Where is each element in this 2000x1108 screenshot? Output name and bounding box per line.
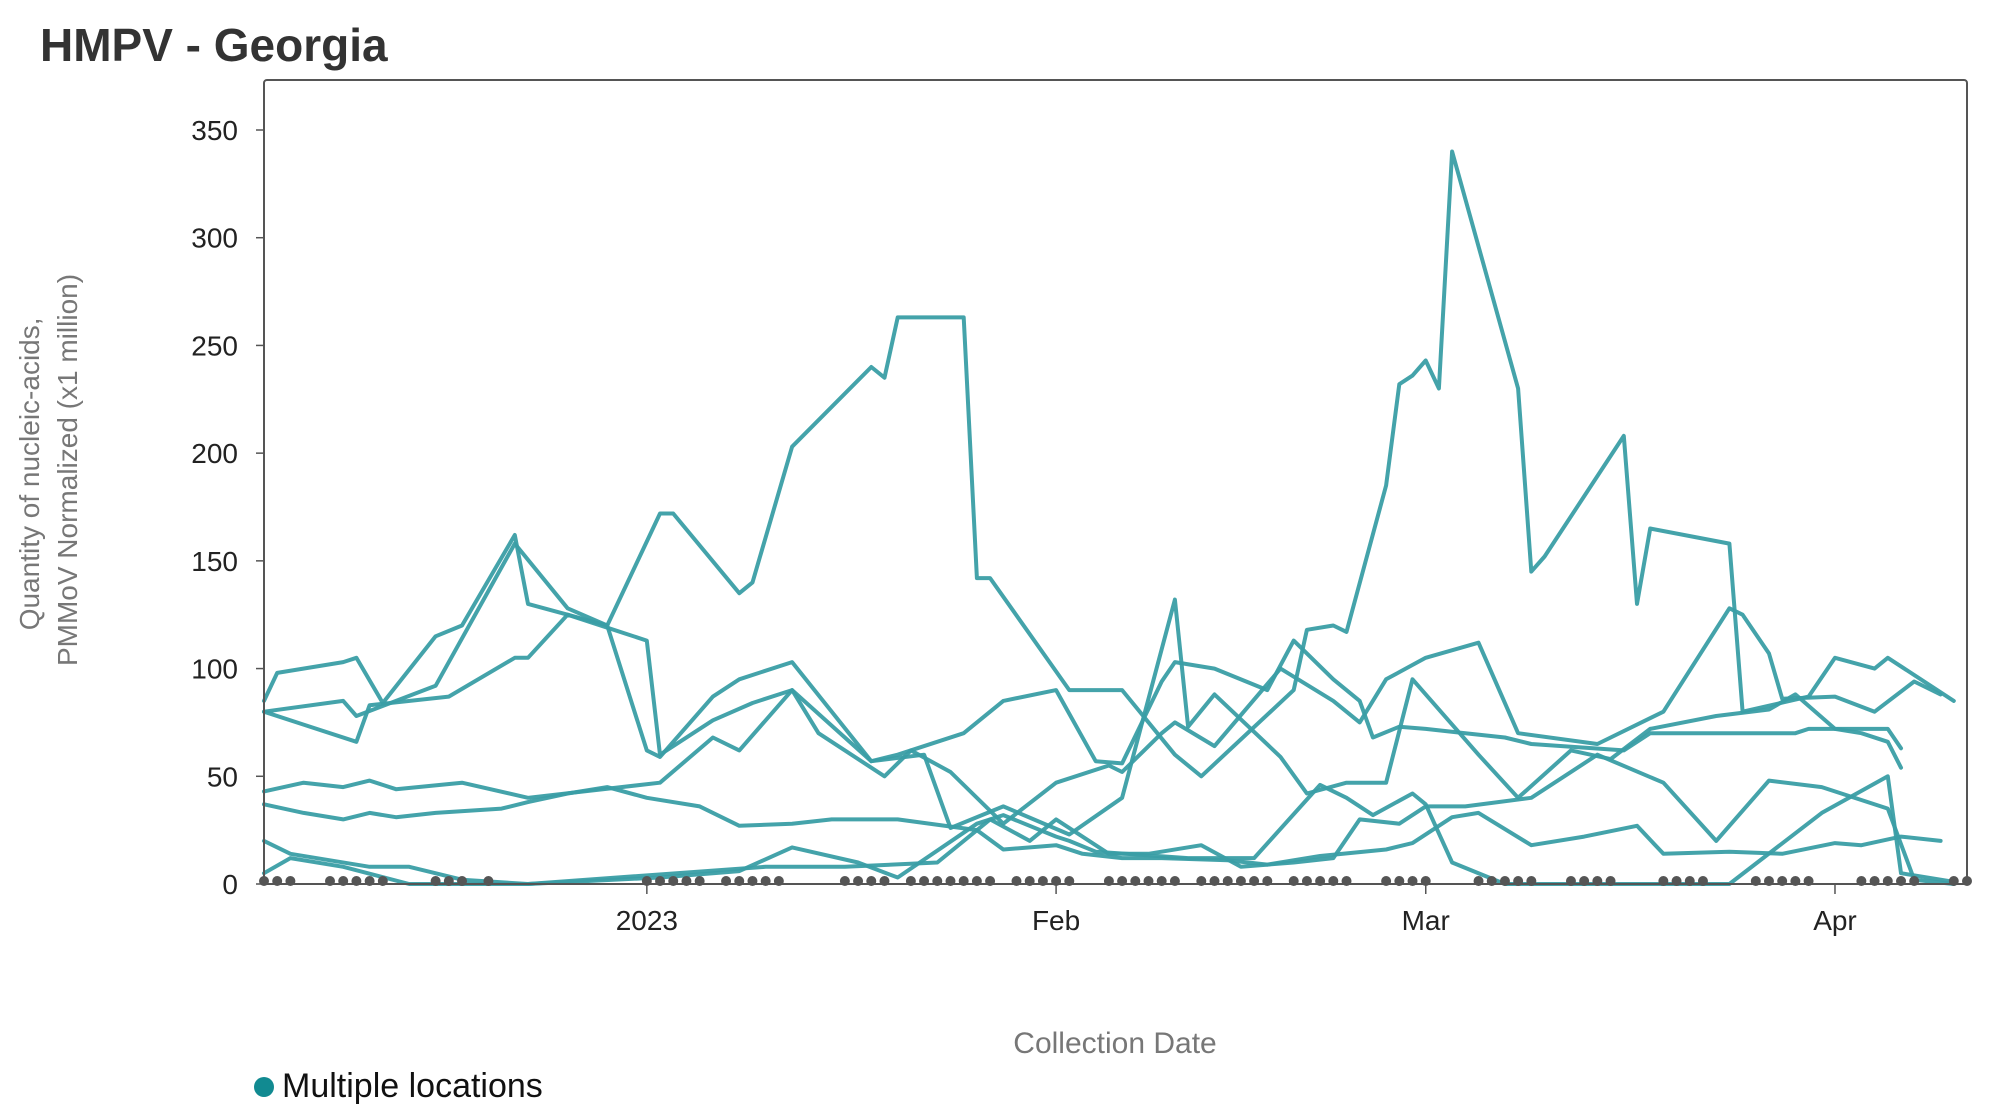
y-axis-ticks: 0 50 100 150 200 250 300 350 bbox=[191, 115, 264, 900]
series-lines bbox=[262, 149, 1956, 886]
y-axis-label-line-1: Quantity of nucleic-acids, bbox=[14, 317, 45, 630]
y-tick-label: 350 bbox=[191, 115, 238, 146]
legend[interactable]: Multiple locations bbox=[254, 1067, 543, 1106]
series-line-1[interactable] bbox=[262, 149, 1956, 779]
y-tick-label: 300 bbox=[191, 223, 238, 254]
x-tick-label: Apr bbox=[1813, 905, 1857, 936]
y-axis-label-line-2: PMMoV Normalized (x1 million) bbox=[52, 274, 83, 666]
y-axis-label: Quantity of nucleic-acids, PMMoV Normali… bbox=[14, 274, 83, 666]
svg-text:Quantity of nucleic-acids,: Quantity of nucleic-acids, PMMoV Normali… bbox=[14, 274, 83, 666]
y-tick-label: 200 bbox=[191, 438, 238, 469]
chart-title: HMPV - Georgia bbox=[40, 19, 388, 71]
series-line-5[interactable] bbox=[262, 785, 1943, 867]
x-axis-ticks: 2023 Feb Mar Apr bbox=[616, 884, 1857, 936]
series-line-3[interactable] bbox=[262, 597, 1903, 837]
x-tick-label: 2023 bbox=[616, 905, 678, 936]
y-tick-label: 150 bbox=[191, 546, 238, 577]
y-tick-label: 250 bbox=[191, 330, 238, 361]
series-line-7[interactable] bbox=[262, 752, 1956, 886]
x-axis-label: Collection Date bbox=[1013, 1027, 1216, 1060]
plot-frame bbox=[263, 79, 1968, 885]
legend-label: Multiple locations bbox=[282, 1067, 543, 1105]
series-line-4[interactable] bbox=[262, 606, 1943, 826]
x-tick-label: Feb bbox=[1032, 905, 1080, 936]
y-tick-label: 0 bbox=[222, 869, 238, 900]
y-tick-label: 50 bbox=[207, 761, 238, 792]
series-line-2[interactable] bbox=[262, 541, 1903, 766]
y-tick-label: 100 bbox=[191, 654, 238, 685]
x-tick-label: Mar bbox=[1402, 905, 1450, 936]
series-line-6[interactable] bbox=[262, 774, 1956, 886]
legend-swatch bbox=[254, 1076, 274, 1097]
